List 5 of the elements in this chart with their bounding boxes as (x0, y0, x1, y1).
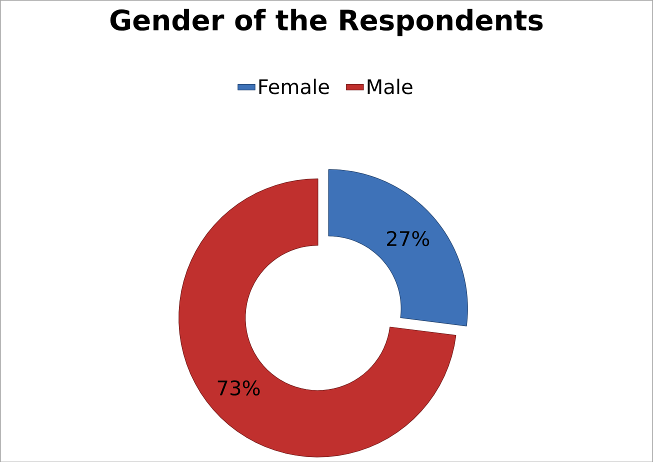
legend-label: Female (259, 78, 329, 94)
chart-title: Gender of the Respondents (110, 8, 543, 36)
data-label: 27% (387, 230, 430, 246)
legend-label: Male (368, 78, 412, 94)
data-label: 73% (218, 380, 260, 396)
